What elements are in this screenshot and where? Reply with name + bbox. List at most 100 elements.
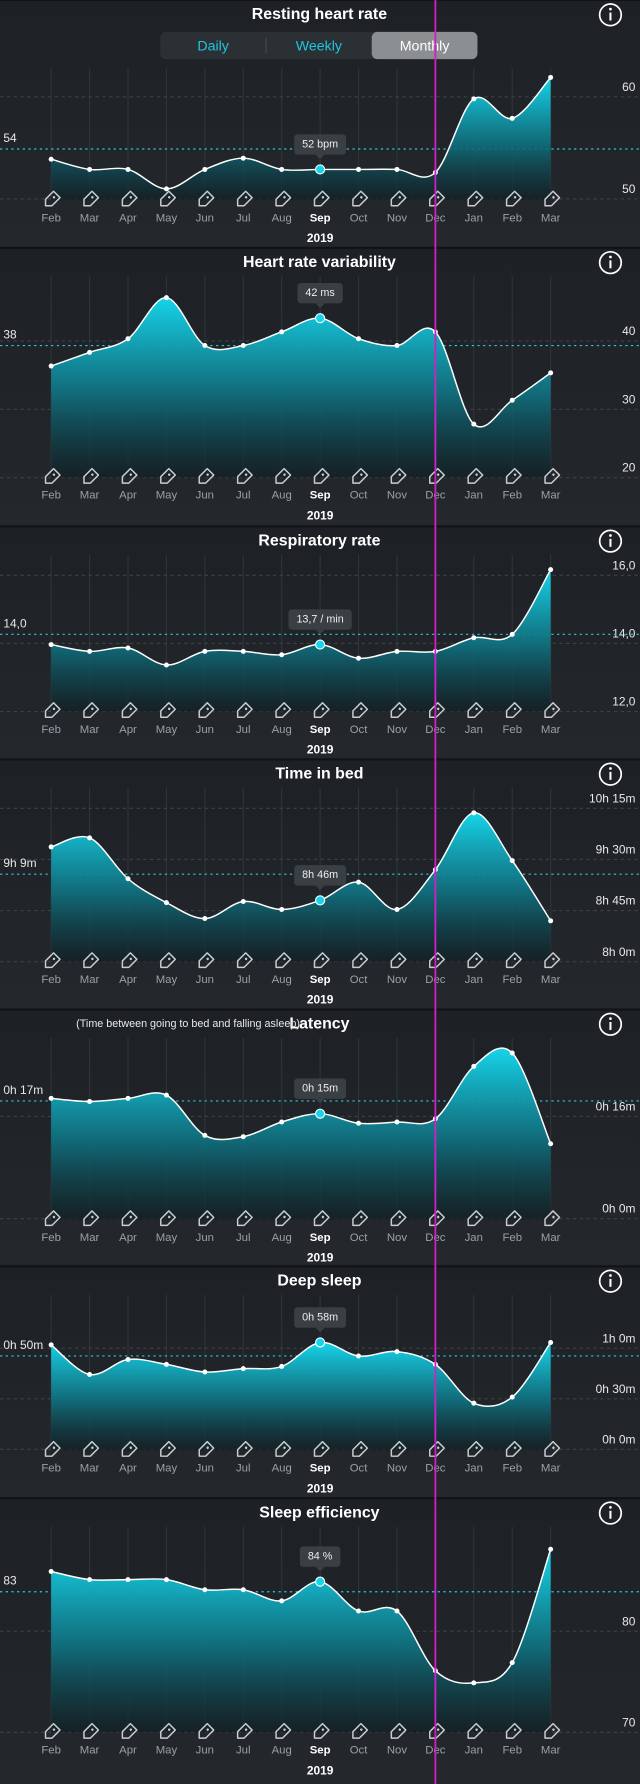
tag-button[interactable] [427,190,445,209]
tag-button[interactable] [273,190,292,209]
tag-button[interactable] [234,190,253,209]
tag-button[interactable] [158,1210,177,1229]
tag-button[interactable] [273,467,292,487]
info-button[interactable] [598,1269,623,1293]
tag-button[interactable] [81,1722,100,1742]
tag-button[interactable] [234,467,253,487]
tag-button[interactable] [503,1722,522,1742]
tag-button[interactable] [158,1722,177,1742]
tag-button[interactable] [311,467,330,487]
info-button[interactable] [598,1012,623,1036]
tag-button[interactable] [42,190,61,209]
tag-button[interactable] [234,702,253,721]
tag-button[interactable] [234,1440,253,1460]
tag-button[interactable] [196,1440,215,1460]
tag-button[interactable] [542,1210,561,1229]
tag-button[interactable] [81,952,100,971]
tag-button[interactable] [465,702,484,721]
tag-button[interactable] [503,952,522,971]
info-button[interactable] [598,529,623,553]
tag-button[interactable] [158,190,177,209]
tag-button[interactable] [388,952,407,971]
tag-button[interactable] [42,1722,61,1742]
tag-button[interactable] [427,952,445,971]
tag-button[interactable] [42,1440,61,1460]
tag-button[interactable] [503,467,522,487]
tag-button[interactable] [158,467,177,487]
tag-button[interactable] [311,1722,330,1742]
tag-button[interactable] [42,952,61,971]
tag-button[interactable] [273,1440,292,1460]
tag-button[interactable] [503,190,522,209]
tag-button[interactable] [311,1440,330,1460]
tag-button[interactable] [234,952,253,971]
info-button[interactable] [598,3,623,27]
tag-button[interactable] [234,1210,253,1229]
tag-button[interactable] [196,1722,215,1742]
tag-button[interactable] [350,1210,369,1229]
tag-button[interactable] [542,952,561,971]
tag-button[interactable] [503,1210,522,1229]
tag-button[interactable] [465,467,484,487]
tag-button[interactable] [273,1210,292,1229]
tag-button[interactable] [465,1210,484,1229]
tag-button[interactable] [350,702,369,721]
tag-button[interactable] [503,702,522,721]
tag-button[interactable] [119,1210,138,1229]
tag-button[interactable] [465,1722,484,1742]
tag-button[interactable] [119,1440,138,1460]
tag-button[interactable] [542,702,561,721]
tag-button[interactable] [427,1210,445,1229]
tag-button[interactable] [196,467,215,487]
tag-button[interactable] [427,1722,445,1742]
tag-button[interactable] [158,1440,177,1460]
tag-button[interactable] [273,702,292,721]
tag-button[interactable] [158,702,177,721]
tag-button[interactable] [234,1722,253,1742]
tag-button[interactable] [427,1440,445,1460]
tag-button[interactable] [388,1210,407,1229]
tag-button[interactable] [388,190,407,209]
tag-button[interactable] [119,1722,138,1742]
tag-button[interactable] [273,1722,292,1742]
tag-button[interactable] [119,952,138,971]
tag-button[interactable] [158,952,177,971]
tag-button[interactable] [465,1440,484,1460]
tag-button[interactable] [542,1722,561,1742]
tag-button[interactable] [42,467,61,487]
tag-button[interactable] [350,1440,369,1460]
tag-button[interactable] [311,1210,330,1229]
tag-button[interactable] [196,952,215,971]
tag-button[interactable] [81,1210,100,1229]
tag-button[interactable] [81,190,100,209]
info-button[interactable] [598,250,623,275]
tag-button[interactable] [427,467,445,487]
tag-button[interactable] [119,190,138,209]
info-button[interactable] [598,1501,623,1525]
tag-button[interactable] [542,467,561,487]
tag-button[interactable] [196,702,215,721]
tag-button[interactable] [311,190,330,209]
tag-button[interactable] [81,1440,100,1460]
tag-button[interactable] [196,190,215,209]
tag-button[interactable] [311,702,330,721]
tag-button[interactable] [503,1440,522,1460]
segment-button[interactable]: Daily [197,38,229,54]
tag-button[interactable] [427,702,445,721]
tag-button[interactable] [350,467,369,487]
tag-button[interactable] [119,702,138,721]
info-button[interactable] [598,762,623,786]
tag-button[interactable] [81,467,100,487]
tag-button[interactable] [350,1722,369,1742]
tag-button[interactable] [388,702,407,721]
tag-button[interactable] [388,467,407,487]
tag-button[interactable] [388,1440,407,1460]
tag-button[interactable] [388,1722,407,1742]
tag-button[interactable] [350,190,369,209]
segment-button[interactable]: Monthly [371,31,478,60]
tag-button[interactable] [196,1210,215,1229]
tag-button[interactable] [542,190,561,209]
tag-button[interactable] [465,952,484,971]
tag-button[interactable] [42,1210,61,1229]
tag-button[interactable] [311,952,330,971]
